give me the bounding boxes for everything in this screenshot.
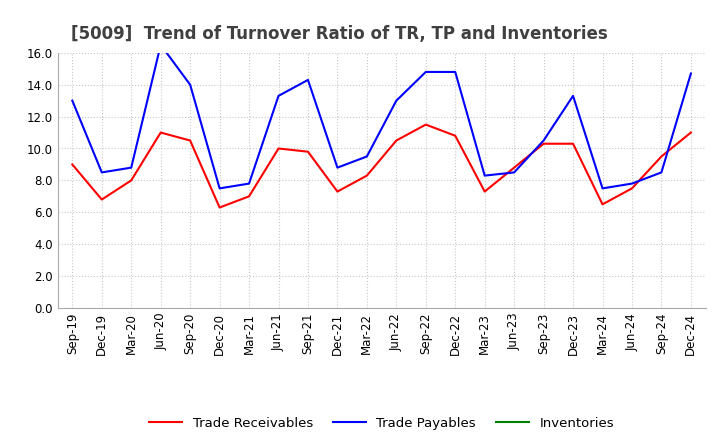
Line: Trade Receivables: Trade Receivables xyxy=(72,125,691,208)
Text: [5009]  Trend of Turnover Ratio of TR, TP and Inventories: [5009] Trend of Turnover Ratio of TR, TP… xyxy=(71,25,607,43)
Trade Payables xyxy=(539,138,548,143)
Trade Receivables xyxy=(539,141,548,147)
Trade Payables xyxy=(480,173,489,178)
Trade Payables xyxy=(657,170,666,175)
Trade Receivables xyxy=(304,149,312,154)
Trade Receivables xyxy=(127,178,135,183)
Trade Receivables xyxy=(333,189,342,194)
Trade Payables xyxy=(687,71,696,76)
Trade Receivables xyxy=(186,138,194,143)
Trade Payables xyxy=(97,170,106,175)
Trade Receivables xyxy=(628,186,636,191)
Trade Payables xyxy=(421,69,430,74)
Trade Payables xyxy=(598,186,607,191)
Trade Receivables xyxy=(68,162,76,167)
Trade Receivables xyxy=(392,138,400,143)
Trade Receivables xyxy=(274,146,283,151)
Trade Payables xyxy=(628,181,636,186)
Trade Receivables xyxy=(451,133,459,138)
Trade Receivables xyxy=(687,130,696,135)
Trade Payables xyxy=(215,186,224,191)
Trade Payables xyxy=(569,93,577,99)
Line: Trade Payables: Trade Payables xyxy=(72,45,691,188)
Trade Payables xyxy=(510,170,518,175)
Trade Payables xyxy=(392,98,400,103)
Trade Payables xyxy=(68,98,76,103)
Trade Payables xyxy=(156,42,165,48)
Trade Receivables xyxy=(363,173,372,178)
Trade Receivables xyxy=(245,194,253,199)
Trade Receivables xyxy=(156,130,165,135)
Trade Payables xyxy=(304,77,312,83)
Trade Payables xyxy=(245,181,253,186)
Legend: Trade Receivables, Trade Payables, Inventories: Trade Receivables, Trade Payables, Inven… xyxy=(144,411,619,435)
Trade Payables xyxy=(363,154,372,159)
Trade Payables xyxy=(274,93,283,99)
Trade Receivables xyxy=(421,122,430,127)
Trade Payables xyxy=(186,82,194,87)
Trade Payables xyxy=(333,165,342,170)
Trade Receivables xyxy=(569,141,577,147)
Trade Receivables xyxy=(97,197,106,202)
Trade Payables xyxy=(127,165,135,170)
Trade Payables xyxy=(451,69,459,74)
Trade Receivables xyxy=(510,165,518,170)
Trade Receivables xyxy=(480,189,489,194)
Trade Receivables xyxy=(598,202,607,207)
Trade Receivables xyxy=(657,154,666,159)
Trade Receivables xyxy=(215,205,224,210)
